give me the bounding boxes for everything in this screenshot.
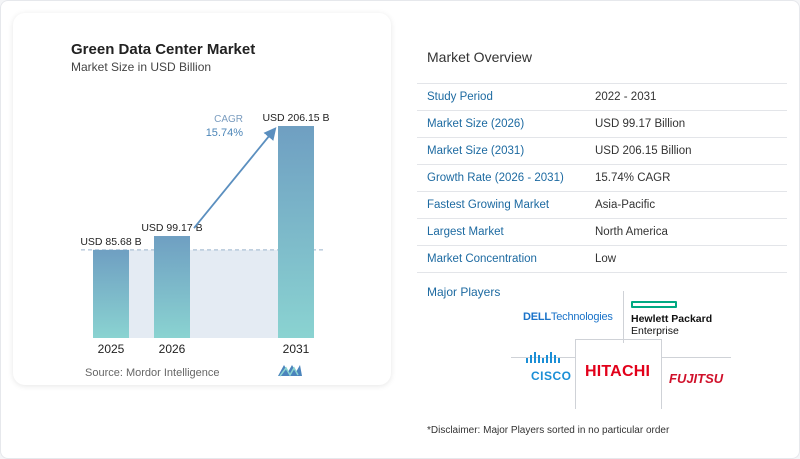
mordor-logo-icon — [278, 365, 302, 377]
overview-row: Market Concentration Low — [417, 245, 787, 273]
overview-key: Fastest Growing Market — [427, 199, 550, 211]
cisco-logo: CISCO — [531, 369, 572, 383]
players-grid: DELLTechnologies Hewlett Packard Enterpri… — [511, 287, 771, 411]
source-text: Source: Mordor Intelligence — [85, 367, 220, 379]
overview-key: Study Period — [427, 91, 493, 103]
bar-2031 — [278, 126, 314, 338]
overview-value: North America — [595, 226, 668, 238]
data-label: USD 85.68 B — [80, 236, 141, 248]
divider — [575, 339, 661, 340]
bar-chart: USD 85.68 B 2025 USD 99.17 B 2026 USD 206.15… — [80, 112, 329, 356]
hpe-logo: Hewlett Packard Enterprise — [631, 313, 713, 337]
overview-key: Growth Rate (2026 - 2031) — [427, 172, 564, 184]
overview-key: Market Concentration — [427, 253, 537, 265]
overview-table: Study Period 2022 - 2031 Market Size (2026… — [417, 83, 787, 273]
players-title: Major Players — [427, 285, 501, 299]
overview-row: Fastest Growing Market Asia-Pacific — [417, 191, 787, 219]
overview-title: Market Overview — [427, 49, 533, 65]
overview-value: USD 206.15 Billion — [595, 145, 692, 157]
divider — [511, 357, 575, 358]
hitachi-logo: HITACHI — [585, 363, 651, 380]
fujitsu-logo: FUJITSU — [669, 371, 724, 386]
divider — [661, 357, 731, 358]
cisco-bars-icon — [526, 352, 560, 363]
overview-key: Market Size (2026) — [427, 118, 525, 130]
hpe-logo-bar-icon — [631, 301, 677, 308]
overview-row: Market Size (2026) USD 99.17 Billion — [417, 110, 787, 138]
disclaimer-text: *Disclaimer: Major Players sorted in no … — [427, 425, 670, 436]
x-tick-label: 2031 — [283, 342, 310, 356]
overview-key: Market Size (2031) — [427, 145, 525, 157]
data-label: USD 99.17 B — [141, 222, 202, 234]
x-tick-label: 2026 — [159, 342, 186, 356]
bar-2026 — [154, 236, 190, 338]
overview-row: Growth Rate (2026 - 2031) 15.74% CAGR — [417, 164, 787, 192]
divider — [661, 339, 662, 409]
overview-value: USD 99.17 Billion — [595, 118, 686, 130]
overview-key: Largest Market — [427, 226, 504, 238]
overview-value: 15.74% CAGR — [595, 172, 671, 184]
cagr-value: 15.74% — [206, 127, 244, 139]
bar-2025 — [93, 249, 129, 338]
overview-row: Study Period 2022 - 2031 — [417, 83, 787, 111]
x-tick-label: 2025 — [98, 342, 125, 356]
overview-row: Market Size (2031) USD 206.15 Billion — [417, 137, 787, 165]
overview-value: Asia-Pacific — [595, 199, 656, 211]
overview-value: 2022 - 2031 — [595, 91, 657, 103]
cagr-label: CAGR — [214, 114, 243, 125]
overview-value: Low — [595, 253, 617, 265]
cagr-arrow — [193, 127, 277, 229]
divider — [623, 291, 624, 343]
overview-row: Largest Market North America — [417, 218, 787, 246]
chart-subtitle: Market Size in USD Billion — [71, 60, 212, 74]
dell-technologies-logo: DELLTechnologies — [523, 311, 613, 323]
chart-title: Green Data Center Market — [71, 41, 256, 58]
data-label: USD 206.15 B — [262, 112, 329, 124]
divider — [575, 339, 576, 409]
